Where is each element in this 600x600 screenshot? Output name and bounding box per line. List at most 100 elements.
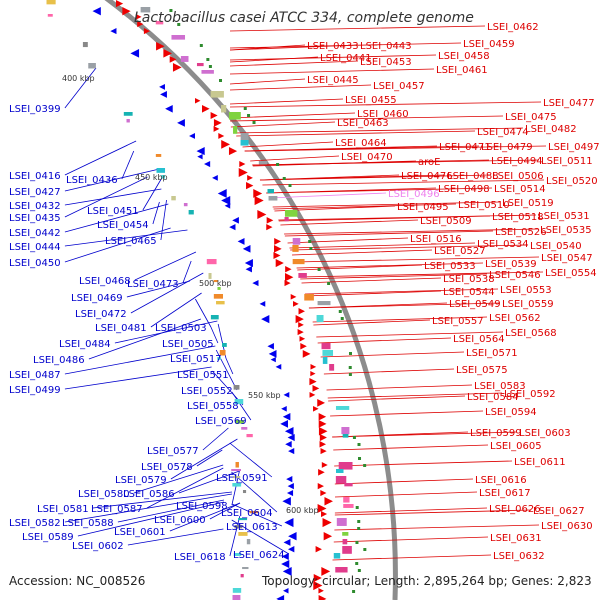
gene-label-lsei-0472[interactable]: LSEI_0472 (75, 309, 127, 320)
gene-label-lsei-0505[interactable]: LSEI_0505 (162, 339, 214, 350)
gene-label-lsei-0546[interactable]: LSEI_0546 (489, 270, 541, 281)
gene-label-lsei-0582[interactable]: LSEI_0582 (9, 518, 61, 529)
gene-label-lsei-0630[interactable]: LSEI_0630 (541, 521, 593, 532)
gene-label-lsei-0432[interactable]: LSEI_0432 (9, 201, 61, 212)
gene-label-lsei-0465[interactable]: LSEI_0465 (105, 236, 157, 247)
gene-label-lsei-0579[interactable]: LSEI_0579 (115, 475, 167, 486)
gene-label-lsei-0451[interactable]: LSEI_0451 (87, 206, 139, 217)
gene-label-lsei-0601[interactable]: LSEI_0601 (114, 527, 166, 538)
gene-label-lsei-0457[interactable]: LSEI_0457 (373, 81, 425, 92)
gene-label-lsei-0470[interactable]: LSEI_0470 (341, 152, 393, 163)
gene-label-lsei-0534[interactable]: LSEI_0534 (477, 239, 529, 250)
gene-label-lsei-0627[interactable]: LSEI_0627 (533, 506, 585, 517)
gene-label-lsei-0475[interactable]: LSEI_0475 (505, 112, 557, 123)
gene-label-lsei-0484[interactable]: LSEI_0484 (59, 339, 111, 350)
gene-label-lsei-0496[interactable]: LSEI_0496 (388, 189, 440, 200)
gene-label-lsei-0587[interactable]: LSEI_0587 (91, 504, 143, 515)
gene-label-lsei-0578[interactable]: LSEI_0578 (141, 462, 193, 473)
gene-label-lsei-0527[interactable]: LSEI_0527 (434, 246, 486, 257)
gene-label-lsei-0571[interactable]: LSEI_0571 (466, 348, 518, 359)
gene-label-lsei-0488[interactable]: LSEI_0488 (447, 171, 499, 182)
gene-label-lsei-0553[interactable]: LSEI_0553 (500, 285, 552, 296)
gene-label-lsei-0617[interactable]: LSEI_0617 (479, 488, 531, 499)
gene-label-lsei-0476[interactable]: LSEI_0476 (401, 171, 453, 182)
gene-label-lsei-0486[interactable]: LSEI_0486 (33, 355, 85, 366)
gene-label-lsei-0591[interactable]: LSEI_0591 (216, 473, 268, 484)
gene-label-lsei-0626[interactable]: LSEI_0626 (489, 504, 541, 515)
gene-label-lsei-0559[interactable]: LSEI_0559 (502, 299, 554, 310)
gene-label-lsei-0471[interactable]: LSEI_0471 (439, 142, 491, 153)
gene-label-lsei-0557[interactable]: LSEI_0557 (432, 316, 484, 327)
gene-label-lsei-0461[interactable]: LSEI_0461 (436, 65, 488, 76)
gene-label-lsei-0464[interactable]: LSEI_0464 (335, 138, 387, 149)
gene-label-lsei-0592[interactable]: LSEI_0592 (504, 389, 556, 400)
gene-label-lsei-0503[interactable]: LSEI_0503 (155, 323, 207, 334)
gene-label-lsei-0580[interactable]: LSEI_0580 (78, 489, 130, 500)
gene-label-lsei-0518[interactable]: LSEI_0518 (492, 212, 544, 223)
gene-label-lsei-0564[interactable]: LSEI_0564 (453, 334, 505, 345)
gene-label-lsei-0462[interactable]: LSEI_0462 (487, 22, 539, 33)
gene-label-lsei-0547[interactable]: LSEI_0547 (541, 253, 593, 264)
gene-label-lsei-0583[interactable]: LSEI_0583 (474, 381, 526, 392)
gene-label-lsei-0433[interactable]: LSEI_0433 (307, 41, 359, 52)
gene-label-lsei-0632[interactable]: LSEI_0632 (493, 551, 545, 562)
gene-label-lsei-0533[interactable]: LSEI_0533 (424, 261, 476, 272)
gene-label-lsei-0616[interactable]: LSEI_0616 (475, 475, 527, 486)
gene-label-lsei-0506[interactable]: LSEI_0506 (492, 171, 544, 182)
gene-label-lsei-0453[interactable]: LSEI_0453 (360, 57, 412, 68)
gene-label-aroe[interactable]: aroE (418, 157, 440, 168)
gene-label-lsei-0511[interactable]: LSEI_0511 (541, 156, 593, 167)
gene-label-lsei-0618[interactable]: LSEI_0618 (174, 552, 226, 563)
gene-label-lsei-0589[interactable]: LSEI_0589 (22, 532, 74, 543)
gene-label-lsei-0586[interactable]: LSEI_0586 (123, 489, 175, 500)
gene-label-lsei-0517[interactable]: LSEI_0517 (170, 354, 222, 365)
gene-label-lsei-0474[interactable]: LSEI_0474 (477, 127, 529, 138)
gene-label-lsei-0568[interactable]: LSEI_0568 (505, 328, 557, 339)
gene-label-lsei-0613[interactable]: LSEI_0613 (226, 522, 278, 533)
gene-label-lsei-0516[interactable]: LSEI_0516 (410, 234, 462, 245)
gene-label-lsei-0569[interactable]: LSEI_0569 (195, 416, 247, 427)
gene-label-lsei-0469[interactable]: LSEI_0469 (71, 293, 123, 304)
gene-label-lsei-0598[interactable]: LSEI_0598 (176, 501, 228, 512)
gene-label-lsei-0509[interactable]: LSEI_0509 (420, 216, 472, 227)
gene-label-lsei-0562[interactable]: LSEI_0562 (489, 313, 541, 324)
gene-label-lsei-0463[interactable]: LSEI_0463 (337, 118, 389, 129)
gene-label-lsei-0482[interactable]: LSEI_0482 (525, 124, 577, 135)
gene-label-lsei-0499[interactable]: LSEI_0499 (9, 385, 61, 396)
gene-label-lsei-0584[interactable]: LSEI_0584 (467, 392, 519, 403)
gene-label-lsei-0588[interactable]: LSEI_0588 (62, 518, 114, 529)
gene-label-lsei-0602[interactable]: LSEI_0602 (72, 541, 124, 552)
gene-label-lsei-0458[interactable]: LSEI_0458 (438, 51, 490, 62)
gene-label-lsei-0520[interactable]: LSEI_0520 (546, 176, 598, 187)
gene-label-lsei-0477[interactable]: LSEI_0477 (543, 98, 595, 109)
gene-label-lsei-0441[interactable]: LSEI_0441 (320, 53, 372, 64)
gene-label-lsei-0631[interactable]: LSEI_0631 (490, 533, 542, 544)
gene-label-lsei-0495[interactable]: LSEI_0495 (397, 202, 449, 213)
gene-label-lsei-0599[interactable]: LSEI_0599 (470, 428, 522, 439)
gene-label-lsei-0460[interactable]: LSEI_0460 (357, 109, 409, 120)
gene-label-lsei-0498[interactable]: LSEI_0498 (438, 184, 490, 195)
gene-label-lsei-0538[interactable]: LSEI_0538 (443, 274, 495, 285)
gene-label-lsei-0519[interactable]: LSEI_0519 (502, 198, 554, 209)
gene-label-lsei-0549[interactable]: LSEI_0549 (449, 299, 501, 310)
gene-label-lsei-0554[interactable]: LSEI_0554 (545, 268, 597, 279)
gene-label-lsei-0479[interactable]: LSEI_0479 (481, 142, 533, 153)
gene-label-lsei-0481[interactable]: LSEI_0481 (95, 323, 147, 334)
gene-label-lsei-0624[interactable]: LSEI_0624 (233, 550, 285, 561)
gene-label-lsei-0544[interactable]: LSEI_0544 (443, 287, 495, 298)
gene-label-lsei-0436[interactable]: LSEI_0436 (66, 175, 118, 186)
gene-label-lsei-0551[interactable]: LSEI_0551 (177, 370, 229, 381)
gene-label-lsei-0399[interactable]: LSEI_0399 (9, 104, 61, 115)
gene-label-lsei-0494[interactable]: LSEI_0494 (491, 156, 543, 167)
gene-label-lsei-0468[interactable]: LSEI_0468 (79, 276, 131, 287)
gene-label-lsei-0526[interactable]: LSEI_0526 (495, 227, 547, 238)
gene-label-lsei-0514[interactable]: LSEI_0514 (494, 184, 546, 195)
gene-label-lsei-0442[interactable]: LSEI_0442 (9, 228, 61, 239)
gene-label-lsei-0558[interactable]: LSEI_0558 (187, 401, 239, 412)
gene-label-lsei-0575[interactable]: LSEI_0575 (456, 365, 508, 376)
gene-label-lsei-0450[interactable]: LSEI_0450 (9, 258, 61, 269)
gene-label-lsei-0539[interactable]: LSEI_0539 (485, 259, 537, 270)
gene-label-lsei-0487[interactable]: LSEI_0487 (9, 370, 61, 381)
gene-label-lsei-0603[interactable]: LSEI_0603 (519, 428, 571, 439)
gene-label-lsei-0443[interactable]: LSEI_0443 (360, 41, 412, 52)
